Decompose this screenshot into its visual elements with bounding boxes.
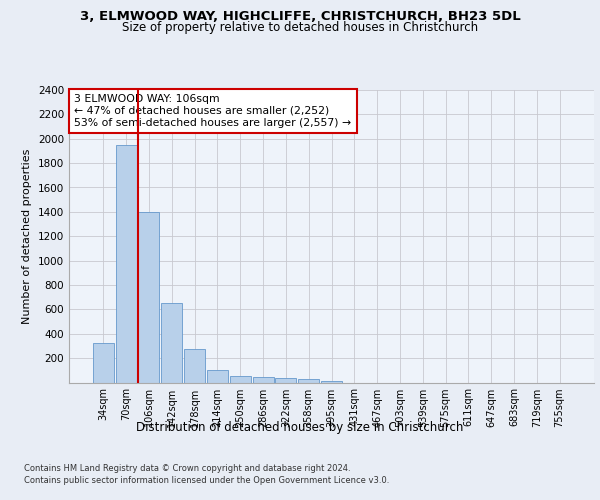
Bar: [321, 380, 342, 382]
Bar: [116, 145, 137, 382]
Text: Size of property relative to detached houses in Christchurch: Size of property relative to detached ho…: [122, 22, 478, 35]
Bar: [230, 376, 251, 382]
Text: 3, ELMWOOD WAY, HIGHCLIFFE, CHRISTCHURCH, BH23 5DL: 3, ELMWOOD WAY, HIGHCLIFFE, CHRISTCHURCH…: [80, 10, 520, 23]
Bar: [207, 370, 228, 382]
Bar: [298, 380, 319, 382]
Bar: [253, 378, 274, 382]
Text: 3 ELMWOOD WAY: 106sqm
← 47% of detached houses are smaller (2,252)
53% of semi-d: 3 ELMWOOD WAY: 106sqm ← 47% of detached …: [74, 94, 352, 128]
Y-axis label: Number of detached properties: Number of detached properties: [22, 148, 32, 324]
Bar: [184, 349, 205, 382]
Bar: [275, 378, 296, 382]
Text: Contains public sector information licensed under the Open Government Licence v3: Contains public sector information licen…: [24, 476, 389, 485]
Bar: [161, 304, 182, 382]
Bar: [139, 212, 160, 382]
Text: Distribution of detached houses by size in Christchurch: Distribution of detached houses by size …: [136, 421, 464, 434]
Bar: [93, 343, 114, 382]
Text: Contains HM Land Registry data © Crown copyright and database right 2024.: Contains HM Land Registry data © Crown c…: [24, 464, 350, 473]
